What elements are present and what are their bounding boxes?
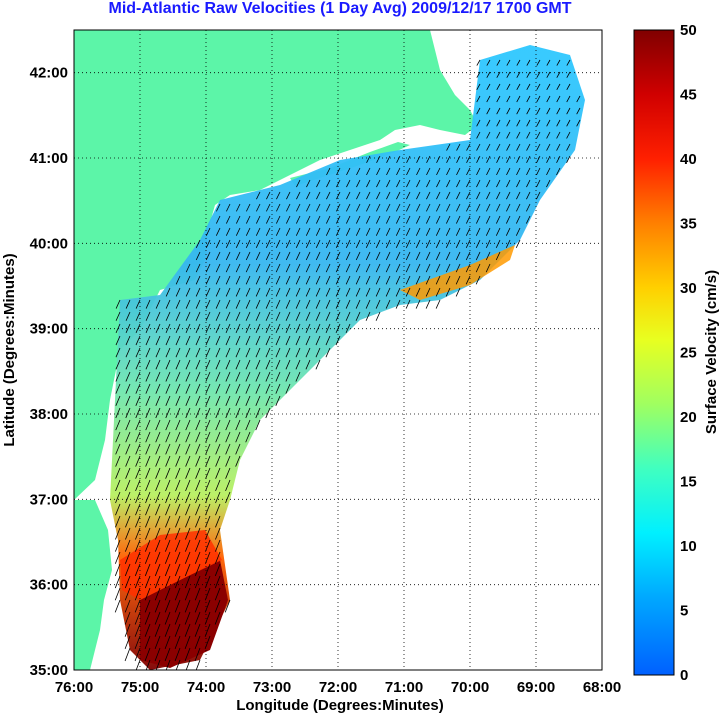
colorbar-tick: 50 <box>680 22 697 39</box>
x-tick-label: 73:00 <box>253 679 291 696</box>
plot-title: Mid-Atlantic Raw Velocities (1 Day Avg) … <box>108 0 572 17</box>
y-tick-label: 40:00 <box>30 235 68 252</box>
colorbar-tick: 15 <box>680 474 697 491</box>
colorbar-tick: 10 <box>680 538 697 555</box>
y-axis-label: Latitude (Degrees:Minutes) <box>1 253 18 446</box>
colorbar-tick: 25 <box>680 345 697 362</box>
x-tick-label: 69:00 <box>517 679 555 696</box>
shelf-break-patch <box>400 245 515 300</box>
x-tick-label: 68:00 <box>583 679 621 696</box>
fast-current-edge <box>120 530 222 600</box>
y-tick-label: 41:00 <box>30 150 68 167</box>
colorbar-tick: 0 <box>680 667 688 684</box>
colorbar-tick: 20 <box>680 409 697 426</box>
grid-lines <box>74 30 602 670</box>
y-tick-label: 35:00 <box>30 662 68 679</box>
land-northeast <box>74 30 478 500</box>
colorbar-tick: 30 <box>680 280 697 297</box>
velocity-vectors <box>114 59 581 670</box>
x-tick-label: 71:00 <box>385 679 423 696</box>
y-tick-label: 38:00 <box>30 406 68 423</box>
colorbar-label: Surface Velocity (cm/s) <box>703 270 720 434</box>
y-tick-label: 37:00 <box>30 491 68 508</box>
x-tick-label: 75:00 <box>121 679 159 696</box>
colorbar-tick: 5 <box>680 603 688 620</box>
land-southwest <box>74 500 112 670</box>
x-tick-labels: 76:00 75:00 74:00 73:00 72:00 71:00 70:00 69:00… <box>55 679 621 696</box>
velocity-field <box>110 45 585 670</box>
x-tick-label: 74:00 <box>187 679 225 696</box>
colorbar-tick: 45 <box>680 87 697 104</box>
colorbar-tick: 40 <box>680 151 697 168</box>
x-axis-label: Longitude (Degrees:Minutes) <box>236 697 444 714</box>
colorbar <box>633 29 675 676</box>
x-tick-label: 72:00 <box>319 679 357 696</box>
colorbar-tick: 35 <box>680 216 697 233</box>
y-tick-label: 36:00 <box>30 577 68 594</box>
x-tick-label: 70:00 <box>451 679 489 696</box>
x-tick-label: 76:00 <box>55 679 93 696</box>
y-tick-labels: 42:00 41:00 40:00 39:00 38:00 37:00 36:00 35:00 <box>30 65 68 679</box>
y-tick-label: 39:00 <box>30 321 68 338</box>
y-tick-label: 42:00 <box>30 65 68 82</box>
